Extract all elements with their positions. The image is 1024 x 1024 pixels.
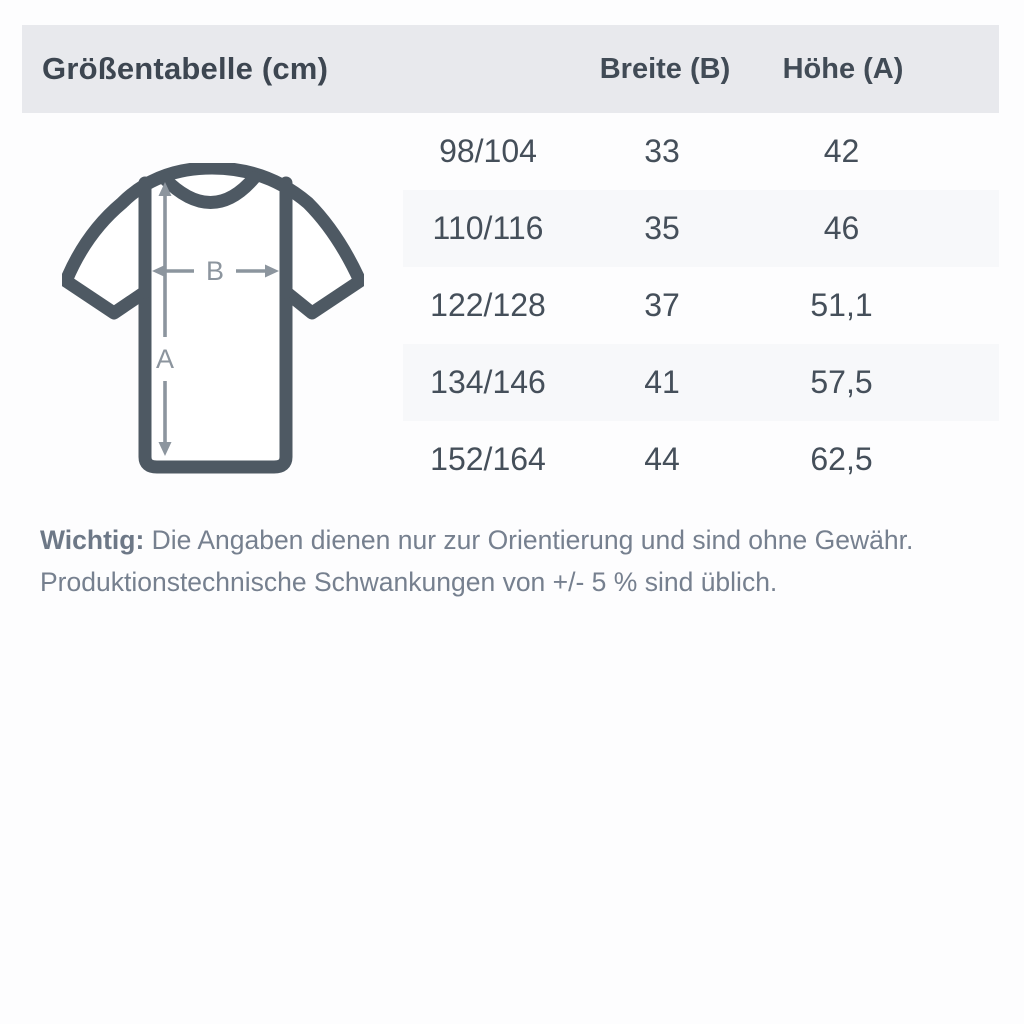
column-header-breite: Breite (B) <box>599 52 731 85</box>
hoehe-cell: 57,5 <box>810 364 873 400</box>
breite-cell: 33 <box>644 133 680 169</box>
note-text-1: Die Angaben dienen nur zur Orientierung … <box>151 525 914 555</box>
table-row: 152/164 44 62,5 <box>403 421 999 498</box>
width-label: B <box>206 256 224 286</box>
width-arrow <box>152 264 279 278</box>
table-row: 134/146 41 57,5 <box>403 344 999 421</box>
important-note: Wichtig: Die Angaben dienen nur zur Orie… <box>40 519 980 603</box>
table-row: 122/128 37 51,1 <box>403 267 999 344</box>
size-cell: 122/128 <box>430 287 546 323</box>
table-row: 98/104 33 42 <box>403 113 999 190</box>
breite-cell: 37 <box>644 287 680 323</box>
size-cell: 110/116 <box>432 210 544 246</box>
height-label: A <box>156 344 174 374</box>
size-table: 98/104 33 42 110/116 35 46 122/128 37 51… <box>403 113 999 498</box>
note-label: Wichtig: <box>40 525 145 555</box>
collar-line <box>157 171 261 209</box>
note-line-2: Produktionstechnische Schwankungen von +… <box>40 567 778 597</box>
tshirt-measurement-diagram: A B <box>62 163 364 474</box>
hoehe-cell: 42 <box>823 133 860 169</box>
page-title: Größentabelle (cm) <box>42 51 329 86</box>
hoehe-cell: 51,1 <box>810 287 873 323</box>
note-line-1: Wichtig: Die Angaben dienen nur zur Orie… <box>40 519 980 561</box>
table-row: 110/116 35 46 <box>403 190 999 267</box>
table-header-band: Größentabelle (cm) Breite (B) Höhe (A) <box>22 25 999 113</box>
breite-cell: 41 <box>644 364 680 400</box>
size-cell: 134/146 <box>430 364 546 400</box>
breite-cell: 35 <box>644 210 680 246</box>
tshirt-outline-icon <box>62 163 364 474</box>
hoehe-cell: 62,5 <box>810 441 873 477</box>
size-cell: 152/164 <box>430 441 546 477</box>
size-cell: 98/104 <box>439 133 537 169</box>
hoehe-cell: 46 <box>823 210 860 246</box>
column-header-hoehe: Höhe (A) <box>782 52 904 85</box>
breite-cell: 44 <box>644 441 680 477</box>
